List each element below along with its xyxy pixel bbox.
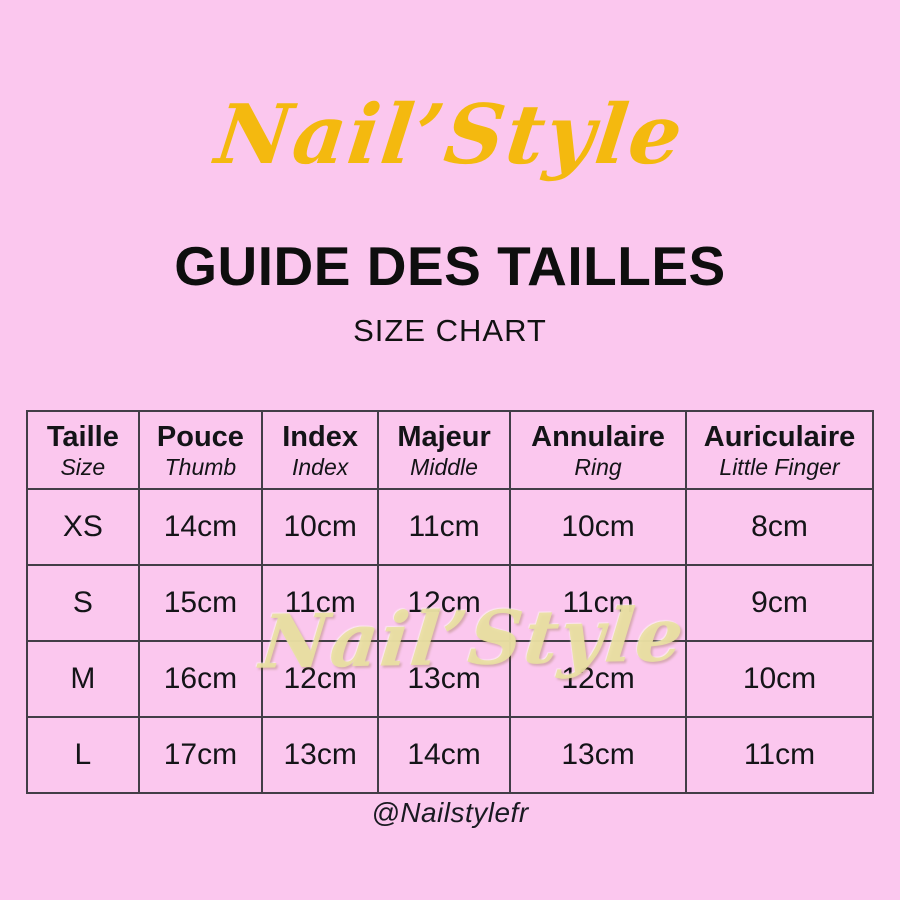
column-header-fr: Majeur — [397, 420, 491, 453]
column-header-fr: Annulaire — [531, 420, 665, 453]
social-handle: @Nailstylefr — [371, 797, 529, 828]
size-label: XS — [26, 488, 140, 566]
table-cell: 11cm — [261, 564, 380, 642]
page-subtitle: SIZE CHART — [353, 313, 547, 348]
column-header-fr: Pouce — [156, 420, 244, 453]
table-header-row: Taille Size Pouce Thumb Index Index Maje… — [26, 410, 874, 490]
table-cell: 11cm — [509, 564, 687, 642]
column-header-majeur: Majeur Middle — [377, 410, 512, 490]
column-header-en: Ring — [574, 453, 622, 480]
column-header-en: Thumb — [164, 453, 237, 480]
table-row-xs: XS 14cm 10cm 11cm 10cm 8cm — [26, 488, 874, 566]
table-row-s: S 15cm 11cm 12cm 11cm 9cm — [26, 564, 874, 642]
column-header-fr: Auriculaire — [703, 420, 856, 453]
column-header-en: Size — [60, 453, 106, 480]
table-cell: 14cm — [137, 488, 264, 566]
column-header-en: Index — [292, 453, 349, 480]
table-cell: 8cm — [685, 488, 874, 566]
column-header-taille: Taille Size — [26, 410, 140, 490]
table-cell: 10cm — [685, 640, 874, 718]
table-cell: 10cm — [509, 488, 687, 566]
table-cell: 11cm — [377, 488, 512, 566]
column-header-auriculaire: Auriculaire Little Finger — [685, 410, 874, 490]
table-cell: 12cm — [509, 640, 687, 718]
column-header-annulaire: Annulaire Ring — [509, 410, 687, 490]
column-header-en: Little Finger — [719, 453, 840, 480]
table-cell: 15cm — [137, 564, 264, 642]
table-cell: 13cm — [377, 640, 512, 718]
table-row-m: M 16cm 12cm 13cm 12cm 10cm — [26, 640, 874, 718]
table-cell: 12cm — [377, 564, 512, 642]
size-label: M — [26, 640, 140, 718]
column-header-pouce: Pouce Thumb — [137, 410, 264, 490]
table-cell: 17cm — [137, 716, 264, 794]
table-cell: 9cm — [685, 564, 874, 642]
table-cell: 13cm — [509, 716, 687, 794]
column-header-en: Middle — [410, 453, 478, 480]
table-row-l: L 17cm 13cm 14cm 13cm 11cm — [26, 716, 874, 794]
size-table: Taille Size Pouce Thumb Index Index Maje… — [26, 410, 874, 794]
table-cell: 16cm — [137, 640, 264, 718]
table-cell: 11cm — [685, 716, 874, 794]
page-title: GUIDE DES TAILLES — [174, 235, 726, 297]
table-cell: 10cm — [261, 488, 380, 566]
table-cell: 14cm — [377, 716, 512, 794]
column-header-fr: Index — [282, 420, 358, 453]
table-cell: 12cm — [261, 640, 380, 718]
size-label: S — [26, 564, 140, 642]
column-header-fr: Taille — [46, 420, 119, 453]
size-label: L — [26, 716, 140, 794]
brand-logo-text: Nail’Style — [210, 87, 690, 183]
table-cell: 13cm — [261, 716, 380, 794]
column-header-index: Index Index — [261, 410, 380, 490]
